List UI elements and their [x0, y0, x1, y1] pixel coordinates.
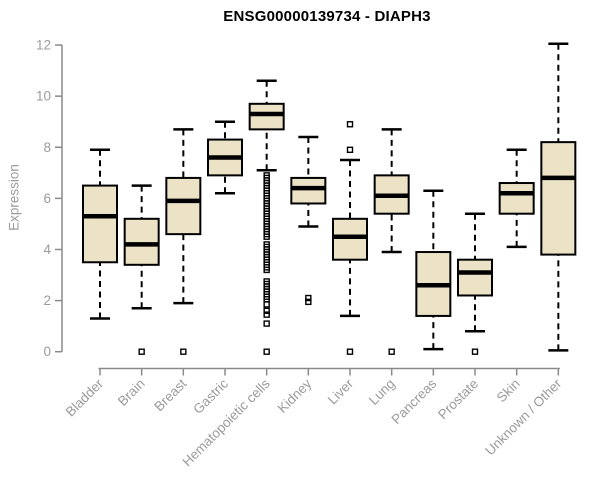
outlier-point: [471, 348, 479, 355]
outlier-point: [263, 311, 270, 318]
boxplot-pancreas: [415, 189, 452, 351]
outlier-point: [138, 348, 145, 355]
outlier-point: [263, 320, 270, 327]
boxplot-skin: [498, 148, 535, 249]
x-category-label-brain: Brain: [115, 376, 148, 409]
iqr-box: [540, 141, 577, 256]
iqr-box: [498, 182, 535, 215]
boxplot-breast: [165, 128, 202, 355]
y-tick-label: 10: [36, 89, 51, 104]
y-tick-label: 4: [43, 242, 51, 257]
y-tick-label: 2: [43, 293, 51, 308]
boxplot-lung: [373, 128, 410, 355]
outlier-point: [263, 266, 270, 274]
y-tick-label: 8: [43, 140, 51, 155]
outlier-point: [346, 146, 354, 154]
outlier-point: [388, 348, 395, 355]
x-category-label-bladder: Bladder: [63, 376, 107, 420]
iqr-box: [123, 217, 160, 266]
x-category-label-liver: Liver: [325, 376, 357, 408]
x-category-label-gastric: Gastric: [190, 376, 231, 417]
y-tick-label: 0: [43, 344, 51, 359]
outlier-point: [305, 298, 312, 306]
boxplot-gastric: [207, 120, 244, 195]
outlier-point: [263, 301, 270, 308]
iqr-box: [457, 258, 494, 297]
outlier-point: [263, 307, 270, 315]
outlier-point: [263, 348, 270, 355]
outlier-point: [346, 348, 354, 355]
iqr-box: [82, 184, 118, 264]
outlier-point: [305, 294, 312, 302]
x-category-label-skin: Skin: [494, 376, 523, 405]
outlier-point: [180, 348, 187, 355]
iqr-box: [165, 176, 202, 236]
boxplot-unknown-other: [540, 42, 577, 352]
outlier-point: [263, 233, 270, 240]
y-tick-label: 12: [36, 38, 51, 53]
boxplot-kidney: [290, 135, 327, 306]
chart-title: ENSG00000139734 - DIAPH3: [223, 8, 431, 25]
y-tick-label: 6: [43, 191, 51, 206]
x-category-label-pancreas: Pancreas: [389, 376, 440, 427]
iqr-box: [332, 217, 369, 261]
x-category-label-lung: Lung: [366, 376, 398, 408]
boxplot-brain: [123, 184, 160, 355]
outlier-point: [346, 121, 354, 128]
boxplot-prostate: [457, 212, 494, 355]
iqr-box: [290, 176, 327, 205]
x-category-label-prostate: Prostate: [435, 376, 481, 422]
x-category-label-unknown-other: Unknown / Other: [482, 376, 565, 459]
x-category-label-kidney: Kidney: [275, 376, 315, 416]
x-category-label-breast: Breast: [151, 376, 189, 414]
boxplot-hematopoietic-cells: [248, 79, 285, 355]
boxplot-liver: [332, 121, 369, 355]
boxplot-bladder: [82, 148, 118, 320]
iqr-box: [248, 102, 285, 131]
